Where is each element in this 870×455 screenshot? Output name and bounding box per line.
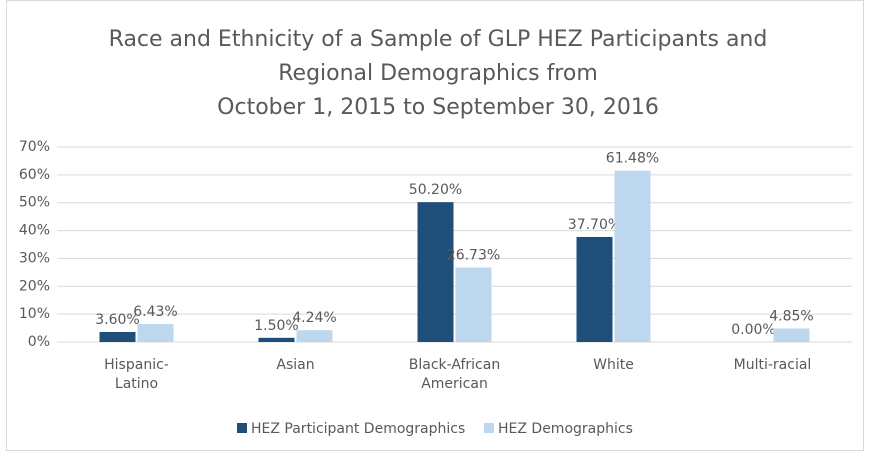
bar [576, 236, 613, 342]
y-tick-label: 20% [19, 278, 50, 294]
chart-title: Regional Demographics from [278, 61, 598, 86]
x-tick-label: Black-African American [408, 357, 501, 392]
chart-title: Race and Ethnicity of a Sample of GLP HE… [109, 27, 768, 52]
y-tick-label: 10% [19, 306, 50, 322]
data-label: 50.20% [409, 182, 462, 198]
bar [296, 330, 333, 342]
data-label: 3.60% [95, 312, 139, 328]
data-label: 0.00% [731, 322, 775, 338]
bar [99, 331, 136, 342]
bar [258, 337, 295, 342]
data-label: 6.43% [133, 304, 177, 320]
y-tick-label: 50% [19, 195, 50, 211]
x-tick-label: Multi-racial [733, 357, 812, 373]
y-tick-label: 30% [19, 250, 50, 266]
y-tick-label: 70% [19, 139, 50, 155]
y-tick-label: 60% [19, 167, 50, 183]
data-label: 61.48% [606, 151, 659, 167]
data-label: 4.24% [292, 310, 336, 326]
x-tick-label: Hispanic-Latino [104, 357, 169, 392]
bar [417, 202, 454, 342]
y-tick-label: 40% [19, 223, 50, 239]
data-label: 1.50% [254, 318, 298, 334]
chart-title: October 1, 2015 to September 30, 2016 [217, 95, 659, 120]
legend-swatch [484, 423, 494, 433]
bar [773, 328, 810, 342]
y-tick-label: 0% [28, 334, 50, 350]
legend-label: HEZ Participant Demographics [251, 421, 465, 437]
chart-frame [6, 0, 864, 451]
x-tick-label: Asian [276, 357, 315, 373]
bar [137, 324, 174, 342]
data-label: 37.70% [568, 217, 621, 233]
legend-swatch [237, 423, 247, 433]
legend-label: HEZ Demographics [498, 421, 633, 437]
data-label: 26.73% [447, 248, 500, 264]
data-label: 4.85% [769, 308, 813, 324]
bar [455, 267, 492, 342]
x-tick-label: White [593, 357, 634, 373]
bar [614, 170, 651, 342]
